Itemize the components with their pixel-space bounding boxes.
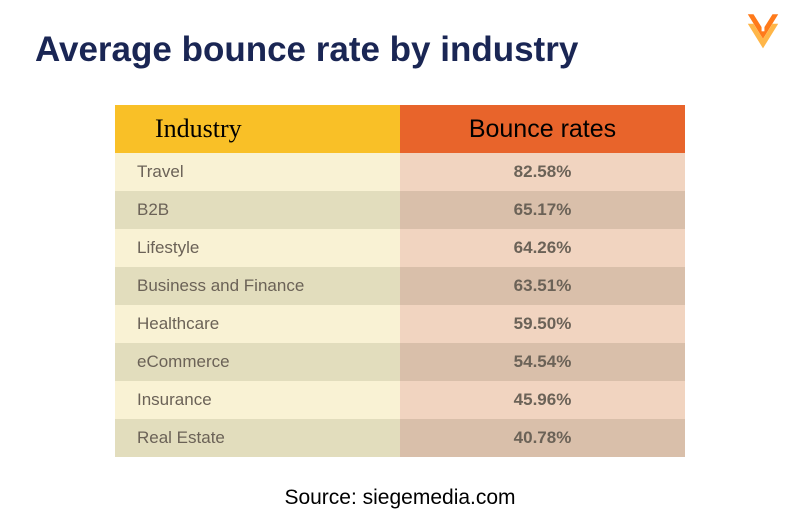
table-row: Business and Finance63.51% (115, 267, 685, 305)
table-body: Travel82.58%B2B65.17%Lifestyle64.26%Busi… (115, 153, 685, 457)
cell-industry: Lifestyle (115, 229, 400, 267)
cell-industry: Healthcare (115, 305, 400, 343)
page-title: Average bounce rate by industry (35, 30, 578, 70)
table-row: Travel82.58% (115, 153, 685, 191)
cell-industry: Travel (115, 153, 400, 191)
bounce-rate-table: Industry Bounce rates Travel82.58%B2B65.… (115, 105, 685, 457)
cell-rate: 82.58% (400, 153, 685, 191)
table-header: Industry Bounce rates (115, 105, 685, 153)
col-header-rate: Bounce rates (400, 105, 685, 153)
cell-rate: 59.50% (400, 305, 685, 343)
table-row: eCommerce54.54% (115, 343, 685, 381)
cell-industry: eCommerce (115, 343, 400, 381)
cell-rate: 54.54% (400, 343, 685, 381)
table-row: Insurance45.96% (115, 381, 685, 419)
cell-rate: 45.96% (400, 381, 685, 419)
cell-industry: Real Estate (115, 419, 400, 457)
table-row: Lifestyle64.26% (115, 229, 685, 267)
cell-industry: Business and Finance (115, 267, 400, 305)
cell-rate: 64.26% (400, 229, 685, 267)
cell-industry: B2B (115, 191, 400, 229)
col-header-industry: Industry (115, 105, 400, 153)
cell-industry: Insurance (115, 381, 400, 419)
table-row: Real Estate40.78% (115, 419, 685, 457)
source-attribution: Source: siegemedia.com (0, 486, 800, 510)
cell-rate: 40.78% (400, 419, 685, 457)
cell-rate: 63.51% (400, 267, 685, 305)
brand-logo-icon (744, 12, 782, 62)
cell-rate: 65.17% (400, 191, 685, 229)
table-row: Healthcare59.50% (115, 305, 685, 343)
table-row: B2B65.17% (115, 191, 685, 229)
